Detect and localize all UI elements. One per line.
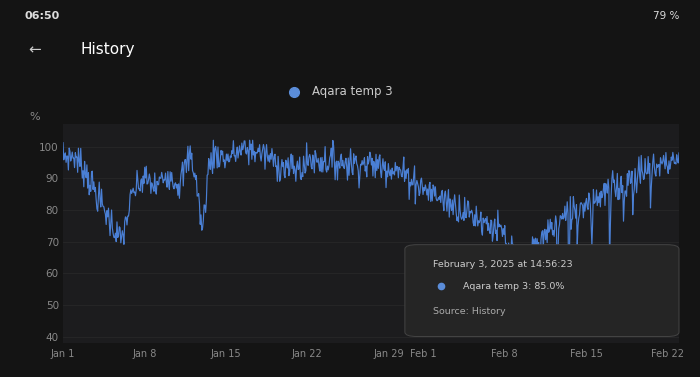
Text: Aqara temp 3: Aqara temp 3 [312,86,392,98]
Text: ←: ← [28,42,41,57]
Text: Source: History: Source: History [433,307,505,316]
Text: 06:50: 06:50 [25,11,60,21]
Text: History: History [80,42,135,57]
Text: February 3, 2025 at 14:56:23: February 3, 2025 at 14:56:23 [433,259,572,268]
Text: %: % [29,112,40,122]
Text: Aqara temp 3: 85.0%: Aqara temp 3: 85.0% [463,282,565,291]
FancyBboxPatch shape [405,245,679,337]
Text: 79 %: 79 % [652,11,679,21]
